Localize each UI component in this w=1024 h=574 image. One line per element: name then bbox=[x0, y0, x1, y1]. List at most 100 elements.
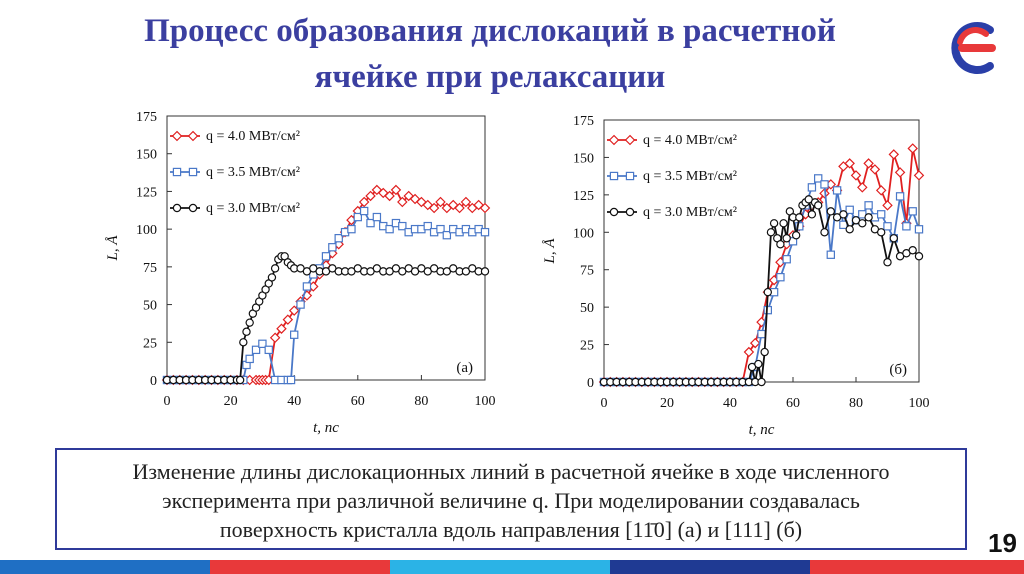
page-number: 19 bbox=[988, 528, 1017, 558]
data-point bbox=[850, 170, 862, 181]
data-point bbox=[839, 210, 848, 219]
data-point bbox=[820, 228, 829, 237]
legend-marker bbox=[609, 171, 619, 181]
x-tick-label: 80 bbox=[414, 394, 428, 409]
x-tick-label: 40 bbox=[287, 394, 301, 409]
data-point bbox=[807, 183, 817, 192]
company-logo-icon bbox=[951, 22, 996, 74]
data-point bbox=[807, 210, 817, 219]
data-point bbox=[877, 228, 886, 237]
charts-area: 0 25 50 75 100 125 150 175 0 20 40 60 80 100 t, пс L, Å… bbox=[105, 110, 930, 438]
data-point bbox=[779, 219, 788, 228]
data-point bbox=[302, 282, 312, 291]
caption-line-2: эксперимента при различной величине q. П… bbox=[162, 488, 860, 513]
data-point bbox=[894, 167, 906, 178]
caption-box: Изменение длины дислокационных линий в р… bbox=[55, 448, 967, 550]
data-point bbox=[328, 243, 337, 252]
data-point bbox=[442, 230, 452, 240]
data-point bbox=[845, 225, 854, 234]
legend-marker bbox=[625, 171, 635, 181]
data-point bbox=[875, 185, 887, 196]
y-tick-label: 100 bbox=[136, 223, 157, 238]
x-tick-label: 80 bbox=[849, 396, 863, 411]
data-point bbox=[869, 164, 881, 175]
panel-label: (б) bbox=[889, 362, 907, 378]
data-point bbox=[245, 354, 254, 364]
data-point bbox=[366, 218, 375, 228]
legend-marker bbox=[608, 134, 620, 146]
legend-label: q = 3.0 МВт/см² bbox=[206, 201, 300, 216]
panel-label: (а) bbox=[456, 360, 473, 376]
x-tick-label: 100 bbox=[475, 394, 496, 409]
data-point bbox=[763, 287, 773, 297]
y-tick-label: 125 bbox=[573, 189, 594, 204]
data-point bbox=[902, 222, 911, 231]
y-tick-label: 75 bbox=[143, 261, 157, 276]
data-point bbox=[845, 205, 854, 215]
data-point bbox=[743, 346, 755, 358]
data-point bbox=[757, 329, 766, 339]
data-point bbox=[864, 213, 873, 222]
data-point bbox=[858, 219, 867, 228]
data-point bbox=[863, 158, 874, 169]
legend-marker bbox=[187, 130, 199, 142]
legend-label: q = 4.0 МВт/см² bbox=[206, 129, 300, 144]
data-point bbox=[258, 339, 267, 348]
data-point bbox=[882, 200, 893, 211]
data-point bbox=[883, 258, 892, 267]
chart-panel-a: 0 25 50 75 100 125 150 175 0 20 40 60 80 100 t, пс L, Å… bbox=[105, 110, 496, 436]
data-point bbox=[264, 345, 273, 355]
legend-label: q = 3.5 МВт/см² bbox=[206, 165, 300, 180]
data-point bbox=[791, 231, 801, 240]
data-point bbox=[826, 250, 836, 259]
x-tick-label: 40 bbox=[723, 396, 737, 411]
data-point bbox=[428, 202, 440, 214]
data-point bbox=[436, 224, 445, 234]
data-point bbox=[245, 318, 254, 327]
data-point bbox=[913, 170, 925, 181]
x-tick-label: 20 bbox=[224, 394, 238, 409]
data-point bbox=[876, 210, 886, 219]
data-point bbox=[286, 375, 296, 385]
x-tick-label: 100 bbox=[909, 396, 930, 411]
data-point bbox=[267, 273, 277, 282]
legend-marker bbox=[609, 207, 619, 217]
x-tick-label: 0 bbox=[164, 394, 171, 409]
data-point bbox=[883, 222, 892, 231]
data-point bbox=[359, 206, 369, 216]
legend-marker bbox=[172, 167, 182, 177]
data-point bbox=[776, 273, 785, 282]
data-point bbox=[371, 184, 383, 196]
legend-marker bbox=[172, 203, 182, 213]
data-point bbox=[403, 190, 414, 202]
data-point bbox=[820, 180, 829, 189]
y-tick-label: 175 bbox=[136, 110, 157, 125]
y-tick-label: 0 bbox=[587, 376, 594, 391]
data-point bbox=[907, 143, 918, 154]
data-point bbox=[384, 190, 395, 202]
data-point bbox=[749, 337, 761, 349]
chart-panel-b: 0 25 50 75 100 125 150 175 0 20 40 60 80 100 t, пс L, Å… bbox=[542, 114, 930, 438]
series-line bbox=[167, 189, 486, 381]
data-point bbox=[795, 213, 804, 222]
data-point bbox=[782, 255, 791, 264]
data-point bbox=[334, 233, 343, 243]
legend-marker bbox=[188, 167, 198, 177]
data-point bbox=[296, 300, 305, 309]
legend-label: q = 3.0 МВт/см² bbox=[643, 205, 737, 220]
data-point bbox=[760, 347, 769, 357]
data-point bbox=[480, 227, 490, 237]
x-tick-label: 60 bbox=[786, 396, 800, 411]
series-black bbox=[599, 195, 924, 387]
data-point bbox=[795, 222, 804, 231]
series-blue bbox=[162, 206, 490, 385]
data-point bbox=[479, 202, 491, 214]
title-line-1: Процесс образования дислокаций в расчетн… bbox=[144, 13, 836, 49]
data-point bbox=[813, 174, 823, 183]
plot-frame bbox=[166, 115, 486, 381]
data-point bbox=[269, 332, 281, 344]
y-tick-label: 50 bbox=[143, 299, 157, 314]
data-point bbox=[908, 246, 917, 255]
title-line-2: ячейке при релаксации bbox=[314, 59, 666, 95]
y-tick-label: 125 bbox=[136, 185, 157, 200]
